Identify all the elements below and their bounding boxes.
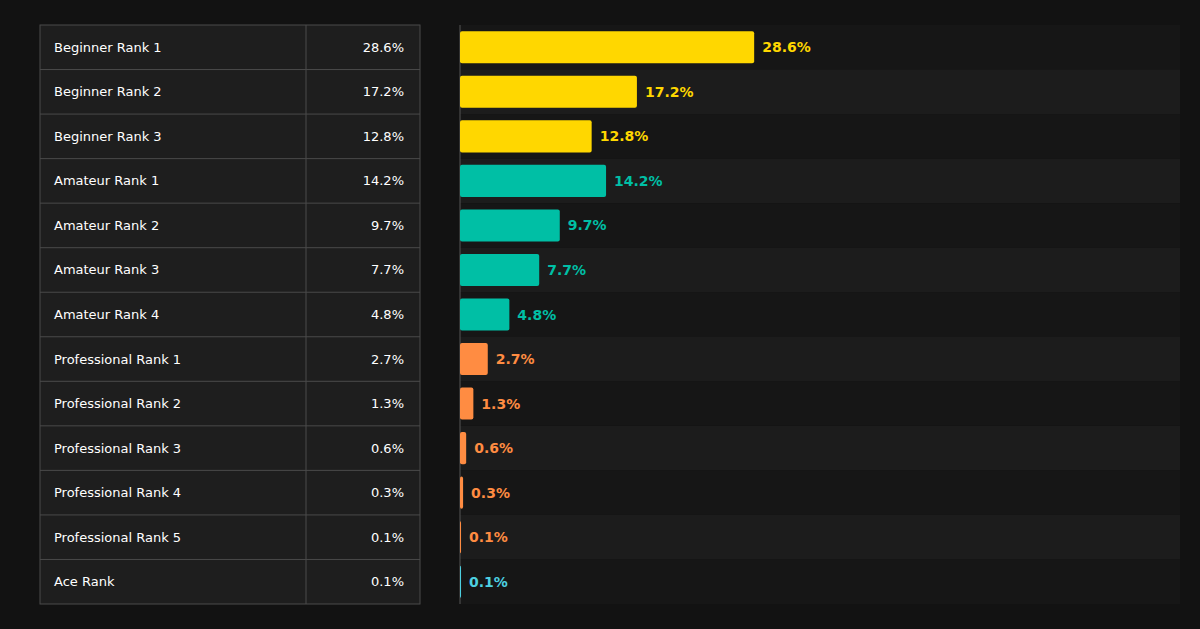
table-category: Beginner Rank 2 xyxy=(54,84,162,99)
bar xyxy=(460,120,592,152)
table-category: Ace Rank xyxy=(54,574,115,589)
table-category: Professional Rank 1 xyxy=(54,352,181,367)
table-value: 2.7% xyxy=(371,352,404,367)
bar xyxy=(460,254,539,286)
table-value: 4.8% xyxy=(371,307,404,322)
data-label: 0.3% xyxy=(471,485,510,501)
table-category: Professional Rank 2 xyxy=(54,396,181,411)
table-value: 9.7% xyxy=(371,218,404,233)
background xyxy=(0,0,1200,629)
bar xyxy=(460,477,463,509)
bar xyxy=(460,432,466,464)
table: Beginner Rank 1 28.6% Beginner Rank 2 17.2%… xyxy=(40,25,420,604)
data-label: 28.6% xyxy=(762,39,811,55)
data-label: 2.7% xyxy=(496,351,535,367)
data-label: 9.7% xyxy=(568,217,607,233)
table-category: Professional Rank 3 xyxy=(54,441,181,456)
bar xyxy=(460,31,754,63)
row-band xyxy=(460,426,1180,471)
row-band xyxy=(460,559,1180,604)
table-category: Beginner Rank 1 xyxy=(54,40,162,55)
table-value: 7.7% xyxy=(371,262,404,277)
row-band xyxy=(460,70,1180,115)
table-value: 14.2% xyxy=(363,173,404,188)
row-backgrounds xyxy=(460,25,1180,604)
table-row-line xyxy=(40,425,420,426)
row-band xyxy=(460,292,1180,337)
table-category: Professional Rank 5 xyxy=(54,530,181,545)
bar xyxy=(460,521,461,553)
bar xyxy=(460,209,560,241)
table-row-line xyxy=(40,470,420,471)
table-row-line xyxy=(40,559,420,560)
data-label: 4.8% xyxy=(517,307,556,323)
row-band xyxy=(460,159,1180,204)
table-value: 0.3% xyxy=(371,485,404,500)
table-row-line xyxy=(40,114,420,115)
table-frame xyxy=(40,25,420,604)
row-band xyxy=(460,25,1180,70)
table-value: 1.3% xyxy=(371,396,404,411)
table-category: Professional Rank 4 xyxy=(54,485,181,500)
data-label: 0.6% xyxy=(474,440,513,456)
table-row-line xyxy=(40,336,420,337)
bar xyxy=(460,165,606,197)
chart-svg: Beginner Rank 1 28.6% Beginner Rank 2 17.2%… xyxy=(0,0,1200,629)
chart-root: Beginner Rank 1 28.6% Beginner Rank 2 17.2%… xyxy=(0,0,1200,629)
bars xyxy=(460,31,754,598)
table-row-line xyxy=(40,158,420,159)
bar xyxy=(460,566,461,598)
data-label: 12.8% xyxy=(600,128,649,144)
row-band xyxy=(460,470,1180,515)
bar xyxy=(460,388,473,420)
data-label: 0.1% xyxy=(469,529,508,545)
table-row-line xyxy=(40,69,420,70)
row-band xyxy=(460,515,1180,560)
data-label: 7.7% xyxy=(547,262,586,278)
data-label: 17.2% xyxy=(645,84,694,100)
row-band xyxy=(460,248,1180,293)
table-value: 17.2% xyxy=(363,84,404,99)
table-row-line xyxy=(40,381,420,382)
data-labels: 28.6% 17.2% 12.8% 14.2% 9.7% 7.7% 4.8% 2.7% 1.3%… xyxy=(469,39,811,589)
table-value: 0.6% xyxy=(371,441,404,456)
table-row-line xyxy=(40,292,420,293)
table-row-line xyxy=(40,514,420,515)
table-category: Amateur Rank 4 xyxy=(54,307,159,322)
row-band xyxy=(460,381,1180,426)
row-band xyxy=(460,114,1180,159)
table-divider xyxy=(306,25,307,604)
bar xyxy=(460,298,509,330)
table-value: 0.1% xyxy=(371,530,404,545)
table-row-line xyxy=(40,203,420,204)
bar xyxy=(460,343,488,375)
data-label: 14.2% xyxy=(614,173,663,189)
table-row-line xyxy=(40,247,420,248)
table-value: 28.6% xyxy=(363,40,404,55)
table-value: 12.8% xyxy=(363,129,404,144)
table-category: Amateur Rank 2 xyxy=(54,218,159,233)
bar xyxy=(460,76,637,108)
table-category: Amateur Rank 1 xyxy=(54,173,159,188)
data-label: 1.3% xyxy=(481,396,520,412)
row-band xyxy=(460,203,1180,248)
table-category: Amateur Rank 3 xyxy=(54,262,159,277)
row-band xyxy=(460,337,1180,382)
table-value: 0.1% xyxy=(371,574,404,589)
data-label: 0.1% xyxy=(469,574,508,590)
table-category: Beginner Rank 3 xyxy=(54,129,162,144)
